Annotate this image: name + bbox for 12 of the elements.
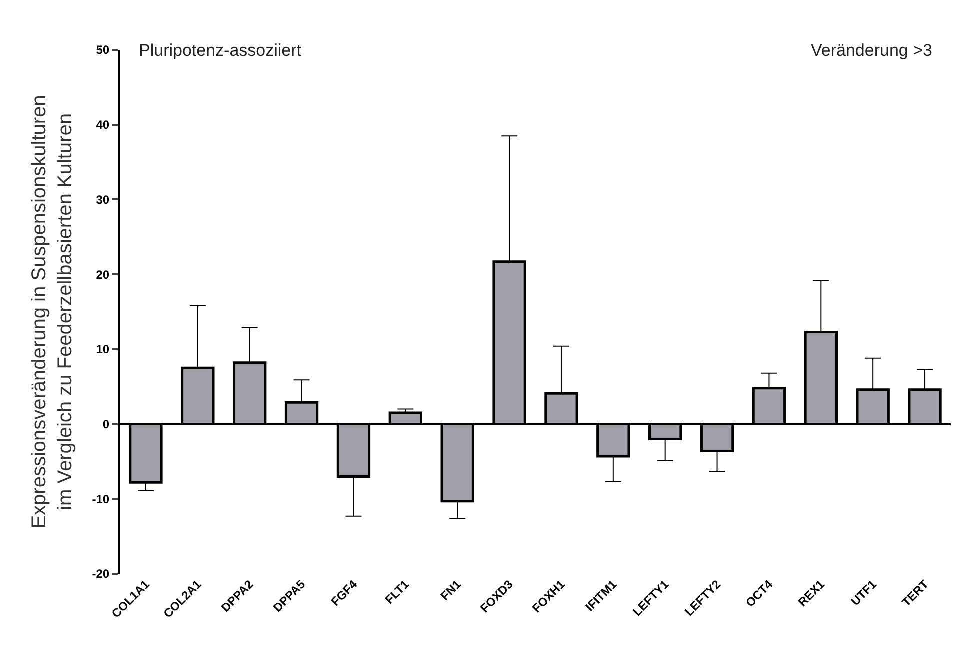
x-tick-label: FN1	[438, 577, 464, 604]
y-tick-label: 0	[102, 417, 110, 432]
y-tick-label: 20	[96, 268, 110, 282]
y-tick-label: 40	[96, 118, 110, 132]
annotation: Pluripotenz-assoziiert	[139, 41, 302, 60]
y-tick-label: -20	[92, 567, 110, 582]
y-tick-label: 10	[96, 342, 110, 357]
annotation: Veränderung >3	[811, 41, 932, 60]
y-tick-label: 50	[96, 43, 110, 58]
y-tick-label: -10	[92, 492, 110, 506]
y-tick-label: 30	[96, 192, 110, 207]
y-axis-title: Expressionsveränderung in Suspensionskulturen im Vergleich zu Feederzellbasierten Kulturen	[28, 95, 76, 529]
